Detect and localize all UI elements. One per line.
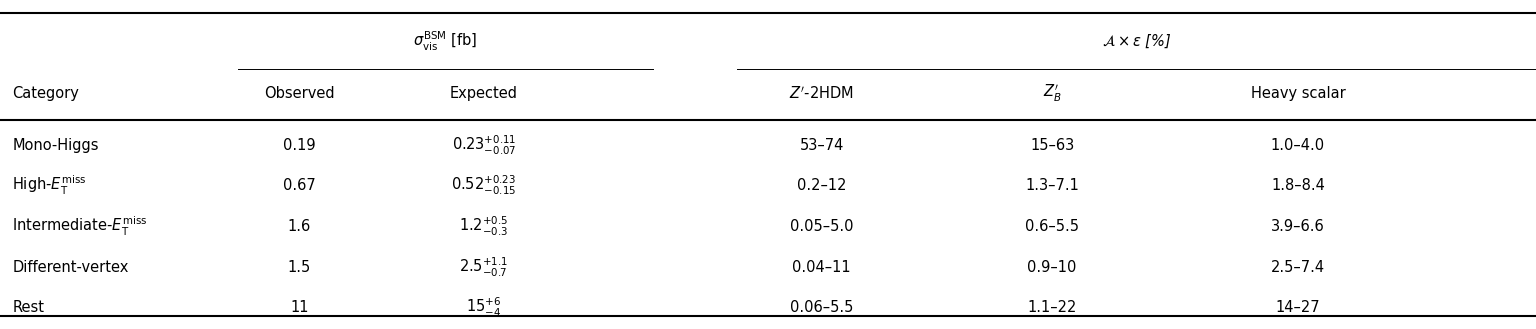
- Text: 0.19: 0.19: [283, 138, 316, 153]
- Text: $1.2^{+0.5}_{-0.3}$: $1.2^{+0.5}_{-0.3}$: [459, 215, 508, 238]
- Text: 0.2–12: 0.2–12: [797, 178, 846, 193]
- Text: 1.8–8.4: 1.8–8.4: [1270, 178, 1326, 193]
- Text: $\sigma_{\mathrm{vis}}^{\mathrm{BSM}}$ [fb]: $\sigma_{\mathrm{vis}}^{\mathrm{BSM}}$ […: [413, 30, 478, 53]
- Text: 11: 11: [290, 300, 309, 315]
- Text: 0.06–5.5: 0.06–5.5: [790, 300, 854, 315]
- Text: 1.1–22: 1.1–22: [1028, 300, 1077, 315]
- Text: $15^{+6}_{-4}$: $15^{+6}_{-4}$: [467, 296, 501, 319]
- Text: $Z^{\prime}_{B}$: $Z^{\prime}_{B}$: [1043, 83, 1061, 104]
- Text: $0.23^{+0.11}_{-0.07}$: $0.23^{+0.11}_{-0.07}$: [452, 134, 516, 157]
- Text: 15–63: 15–63: [1031, 138, 1074, 153]
- Text: 1.6: 1.6: [287, 219, 312, 234]
- Text: Category: Category: [12, 86, 80, 101]
- Text: Observed: Observed: [264, 86, 335, 101]
- Text: 0.05–5.0: 0.05–5.0: [790, 219, 854, 234]
- Text: Heavy scalar: Heavy scalar: [1250, 86, 1346, 101]
- Text: 1.5: 1.5: [287, 260, 312, 275]
- Text: 1.0–4.0: 1.0–4.0: [1270, 138, 1326, 153]
- Text: $\mathcal{A} \times \epsilon$ [%]: $\mathcal{A} \times \epsilon$ [%]: [1101, 33, 1172, 50]
- Text: High-$E_{\mathrm{T}}^{\mathrm{miss}}$: High-$E_{\mathrm{T}}^{\mathrm{miss}}$: [12, 174, 86, 197]
- Text: 14–27: 14–27: [1275, 300, 1321, 315]
- Text: 1.3–7.1: 1.3–7.1: [1025, 178, 1080, 193]
- Text: $0.52^{+0.23}_{-0.15}$: $0.52^{+0.23}_{-0.15}$: [452, 174, 516, 197]
- Text: $Z^{\prime}$-2HDM: $Z^{\prime}$-2HDM: [790, 86, 854, 102]
- Text: 0.04–11: 0.04–11: [793, 260, 851, 275]
- Text: 53–74: 53–74: [800, 138, 843, 153]
- Text: 3.9–6.6: 3.9–6.6: [1272, 219, 1324, 234]
- Text: Rest: Rest: [12, 300, 45, 315]
- Text: 2.5–7.4: 2.5–7.4: [1270, 260, 1326, 275]
- Text: Mono-Higgs: Mono-Higgs: [12, 138, 98, 153]
- Text: 0.9–10: 0.9–10: [1028, 260, 1077, 275]
- Text: 0.6–5.5: 0.6–5.5: [1025, 219, 1080, 234]
- Text: Different-vertex: Different-vertex: [12, 260, 129, 275]
- Text: $2.5^{+1.1}_{-0.7}$: $2.5^{+1.1}_{-0.7}$: [459, 256, 508, 279]
- Text: Intermediate-$E_{\mathrm{T}}^{\mathrm{miss}}$: Intermediate-$E_{\mathrm{T}}^{\mathrm{mi…: [12, 215, 147, 238]
- Text: 0.67: 0.67: [283, 178, 316, 193]
- Text: Expected: Expected: [450, 86, 518, 101]
